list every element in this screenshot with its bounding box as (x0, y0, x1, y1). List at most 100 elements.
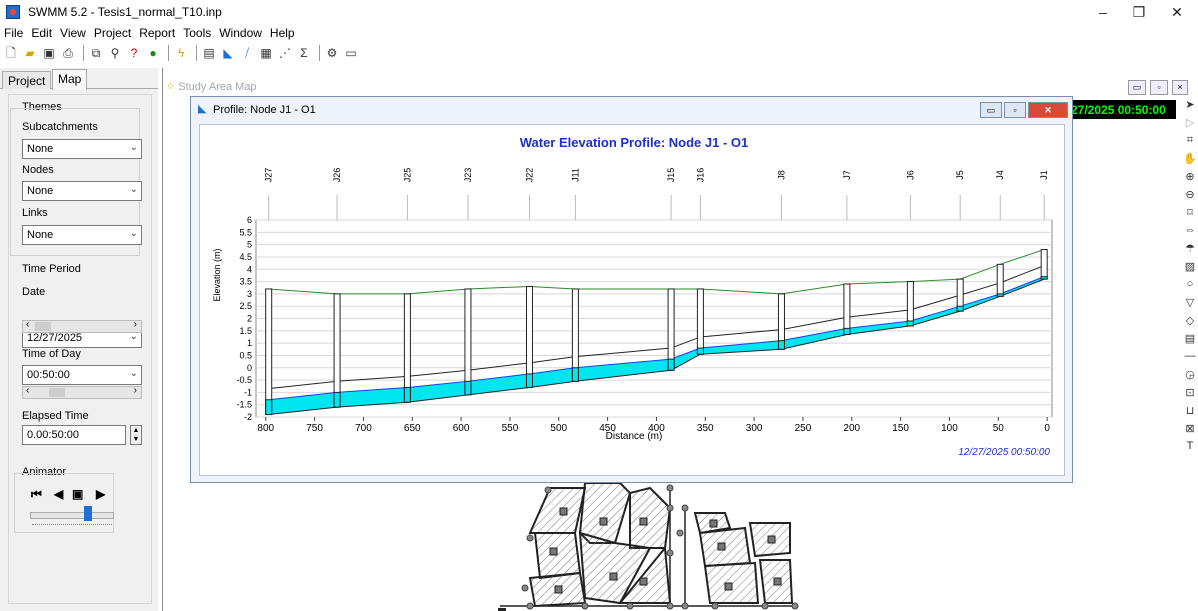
subcatchment[interactable] (528, 487, 587, 534)
outlet-icon[interactable]: ⊠ (1185, 423, 1195, 435)
map-minimize-button[interactable]: ▭ (1128, 80, 1146, 95)
scroll-left-icon[interactable]: ‹ (26, 385, 30, 396)
subcatchment[interactable] (578, 531, 652, 605)
menu-view[interactable]: View (60, 26, 86, 40)
select-region-icon[interactable]: ⌗ (1186, 134, 1194, 146)
elapsed-time-field[interactable]: 0.00:50:00 (22, 425, 126, 445)
node-manhole (696, 288, 704, 355)
date-scrollbar[interactable]: ‹ › (22, 319, 142, 333)
scroll-right-icon[interactable]: › (133, 385, 137, 396)
tab-map[interactable]: Map (52, 69, 88, 90)
orifice-icon[interactable]: ⊡ (1185, 387, 1195, 399)
graph-icon[interactable]: ⧸ (244, 46, 250, 60)
copy-icon[interactable]: ⧉ (91, 46, 101, 60)
full-extent-icon[interactable]: ⌑ (1187, 207, 1193, 219)
menu-project[interactable]: Project (93, 26, 132, 40)
open-icon[interactable]: ▰ (25, 46, 35, 60)
outfall-node[interactable] (498, 608, 506, 611)
node-water-level (571, 367, 579, 382)
junction-icon[interactable]: ○ (1186, 278, 1194, 290)
pan-icon[interactable]: ✋ (1183, 153, 1197, 165)
menu-window[interactable]: Window (219, 26, 262, 40)
close-button[interactable]: ✕ (1171, 4, 1183, 20)
step-back-icon[interactable]: ◀ (54, 487, 64, 501)
menu-help[interactable]: Help (269, 26, 295, 40)
outfall-icon[interactable]: ▽ (1185, 297, 1195, 309)
rewind-icon[interactable]: ⏮ (31, 487, 42, 501)
y-tick-label: 3 (247, 289, 252, 299)
node-water-level (464, 380, 472, 396)
print-icon[interactable]: ⎙ (63, 46, 73, 60)
table-icon[interactable]: ▦ (260, 46, 272, 60)
menu-edit[interactable]: Edit (31, 26, 53, 40)
time-of-day-scrollbar[interactable]: ‹ › (22, 385, 142, 399)
minimize-button[interactable]: – (1099, 4, 1107, 20)
select-vertex-icon[interactable]: ▷ (1185, 117, 1195, 129)
divider-icon[interactable]: ◇ (1185, 315, 1195, 327)
y-tick-label: 2 (247, 314, 252, 324)
sum-icon[interactable]: Σ (300, 46, 308, 60)
chevron-down-icon: ⌄ (129, 331, 138, 342)
themes-label: Themes (22, 101, 62, 113)
menu-bar: File Edit View Project Report Tools Wind… (0, 24, 1198, 42)
maximize-button[interactable]: ❐ (1132, 4, 1146, 20)
map-restore-button[interactable]: ▫ (1150, 80, 1168, 95)
links-select[interactable]: None ⌄ (22, 225, 142, 245)
chevron-down-icon: ⌄ (129, 368, 138, 379)
save-icon[interactable]: ▣ (43, 46, 55, 60)
subcatchments-select[interactable]: None ⌄ (22, 139, 142, 159)
find-icon[interactable]: ⚲ (110, 46, 120, 60)
profile-restore-button[interactable]: ▫ (1004, 102, 1026, 118)
rain-gage-icon[interactable]: ☂ (1185, 243, 1195, 255)
run-icon[interactable]: ϟ (177, 46, 185, 60)
time-of-day-label: Time of Day (22, 348, 81, 360)
subcatchment[interactable] (617, 545, 672, 604)
tab-project[interactable]: Project (2, 71, 52, 89)
pump-icon[interactable]: ◶ (1185, 369, 1195, 381)
options-icon[interactable]: ⚙ (326, 46, 338, 60)
zoom-in-icon[interactable]: ⊕ (1185, 171, 1195, 183)
scatter-icon[interactable]: ⋰ (279, 46, 291, 60)
conduit-icon[interactable]: — (1184, 350, 1196, 362)
subcatchment[interactable] (629, 486, 672, 549)
node-label: J15 (666, 168, 676, 183)
subcatchment-icon[interactable]: ▨ (1184, 261, 1196, 273)
date-select[interactable]: 12/27/2025 ⌄ (22, 328, 142, 348)
globe-icon[interactable]: ● (149, 46, 157, 60)
nodes-select[interactable]: None ⌄ (22, 181, 142, 201)
elapsed-time-spinner[interactable]: ▲ ▼ (130, 425, 142, 445)
elapsed-time-label: Elapsed Time (22, 410, 89, 422)
profile-icon[interactable]: ◣ (223, 46, 233, 60)
profile-minimize-button[interactable]: ▭ (980, 102, 1002, 118)
scroll-right-icon[interactable]: › (133, 319, 137, 330)
animator-speed-thumb[interactable] (84, 506, 92, 521)
label-icon[interactable]: T (1186, 440, 1194, 452)
weir-icon[interactable]: ⊔ (1185, 405, 1195, 417)
arrange-icon[interactable]: ▭ (345, 46, 357, 60)
menu-tools[interactable]: Tools (183, 26, 212, 40)
measure-icon[interactable]: ⇔ (1184, 224, 1196, 236)
query-icon[interactable]: ? (130, 46, 138, 60)
time-of-day-select[interactable]: 00:50:00 ⌄ (22, 365, 142, 385)
time-scroll-thumb[interactable] (49, 388, 65, 397)
animator-speed-track[interactable] (30, 512, 114, 519)
new-icon[interactable]: 🗋 (6, 46, 16, 60)
select-arrow-icon[interactable]: ➤ (1185, 99, 1195, 111)
node-label: J4 (995, 170, 1005, 180)
scroll-left-icon[interactable]: ‹ (26, 319, 30, 330)
zoom-out-icon[interactable]: ⊖ (1185, 189, 1195, 201)
node-label: J7 (842, 170, 852, 180)
menu-report[interactable]: Report (139, 26, 176, 40)
date-scroll-thumb[interactable] (35, 322, 51, 331)
y-tick-label: -1 (244, 387, 252, 397)
report-icon[interactable]: ▤ (203, 46, 215, 60)
storage-icon[interactable]: ▤ (1184, 333, 1196, 345)
menu-file[interactable]: File (4, 26, 24, 40)
x-tick-label: 100 (941, 423, 958, 434)
subcatchment[interactable] (578, 482, 632, 544)
profile-close-button[interactable]: ✕ (1028, 102, 1068, 118)
node-water-level (667, 358, 675, 371)
map-close-button[interactable]: × (1172, 80, 1188, 95)
play-icon[interactable]: ▶ (96, 487, 106, 501)
stop-icon[interactable]: ▣ (72, 487, 84, 501)
